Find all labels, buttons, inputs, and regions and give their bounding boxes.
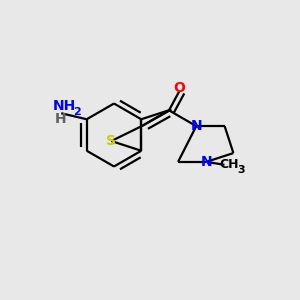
Text: S: S — [106, 134, 116, 148]
Text: 2: 2 — [73, 107, 81, 117]
Text: O: O — [174, 81, 185, 95]
Text: NH: NH — [52, 99, 76, 113]
Text: H: H — [55, 112, 66, 126]
Text: CH: CH — [219, 158, 239, 171]
Text: 3: 3 — [237, 165, 245, 175]
Text: N: N — [201, 155, 212, 169]
Text: N: N — [190, 119, 202, 133]
